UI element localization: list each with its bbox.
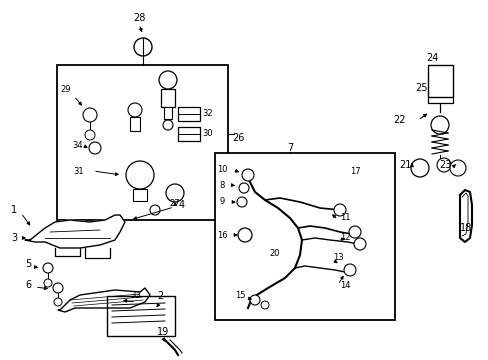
Text: 11: 11 (339, 213, 349, 222)
Circle shape (128, 103, 142, 117)
Text: 9: 9 (219, 198, 224, 207)
Circle shape (249, 295, 260, 305)
Text: 33: 33 (130, 292, 141, 301)
Text: 23: 23 (438, 160, 450, 170)
Text: 24: 24 (425, 53, 437, 63)
Text: 21: 21 (398, 160, 410, 170)
Bar (178, 107, 200, 121)
Text: 32: 32 (202, 109, 213, 118)
Circle shape (333, 204, 346, 216)
Text: 28: 28 (133, 13, 145, 23)
Circle shape (353, 238, 365, 250)
Text: 26: 26 (231, 133, 244, 143)
Bar (133, 189, 147, 201)
Text: 13: 13 (332, 252, 343, 261)
Text: 14: 14 (339, 280, 349, 289)
Circle shape (134, 38, 152, 56)
Circle shape (53, 283, 63, 293)
Circle shape (242, 169, 253, 181)
Bar (215, 153, 394, 320)
Circle shape (261, 301, 268, 309)
Circle shape (430, 116, 448, 134)
Circle shape (89, 142, 101, 154)
Bar (178, 127, 200, 141)
Text: 10: 10 (216, 166, 227, 175)
Text: 3: 3 (11, 233, 17, 243)
Polygon shape (25, 215, 125, 248)
Bar (57, 65, 227, 220)
Text: 30: 30 (202, 130, 213, 139)
Circle shape (165, 184, 183, 202)
Circle shape (239, 183, 248, 193)
Circle shape (436, 158, 450, 172)
Polygon shape (459, 190, 471, 242)
Bar (161, 89, 175, 107)
Text: 31: 31 (74, 166, 84, 175)
Text: 8: 8 (219, 180, 224, 189)
Circle shape (83, 108, 97, 122)
Circle shape (237, 197, 246, 207)
Text: 7: 7 (286, 143, 292, 153)
Circle shape (343, 264, 355, 276)
Text: 29: 29 (61, 85, 71, 94)
Circle shape (126, 161, 154, 189)
Circle shape (54, 298, 62, 306)
Bar (107, 296, 175, 336)
Text: 1: 1 (11, 205, 17, 215)
Circle shape (44, 279, 52, 287)
Circle shape (159, 71, 177, 89)
Circle shape (43, 263, 53, 273)
Text: 27: 27 (169, 198, 180, 207)
Circle shape (410, 159, 428, 177)
Text: 22: 22 (393, 115, 406, 125)
Circle shape (238, 228, 251, 242)
Text: 25: 25 (415, 83, 427, 93)
Text: 6: 6 (25, 280, 31, 290)
Text: 15: 15 (234, 291, 245, 300)
Text: 16: 16 (216, 230, 227, 239)
Text: 12: 12 (339, 234, 349, 243)
Circle shape (150, 205, 160, 215)
Bar (130, 117, 140, 131)
Bar (163, 107, 172, 119)
Text: 20: 20 (269, 248, 280, 257)
Polygon shape (58, 288, 150, 312)
Text: 4: 4 (179, 200, 184, 210)
Text: 19: 19 (157, 327, 169, 337)
Circle shape (449, 160, 465, 176)
Circle shape (348, 226, 360, 238)
Circle shape (163, 120, 173, 130)
Text: 5: 5 (25, 259, 31, 269)
Circle shape (85, 130, 95, 140)
Text: 18: 18 (459, 223, 471, 233)
Text: 34: 34 (73, 140, 83, 149)
Text: 17: 17 (349, 167, 360, 176)
Bar (427, 65, 452, 97)
Text: 2: 2 (157, 291, 163, 301)
